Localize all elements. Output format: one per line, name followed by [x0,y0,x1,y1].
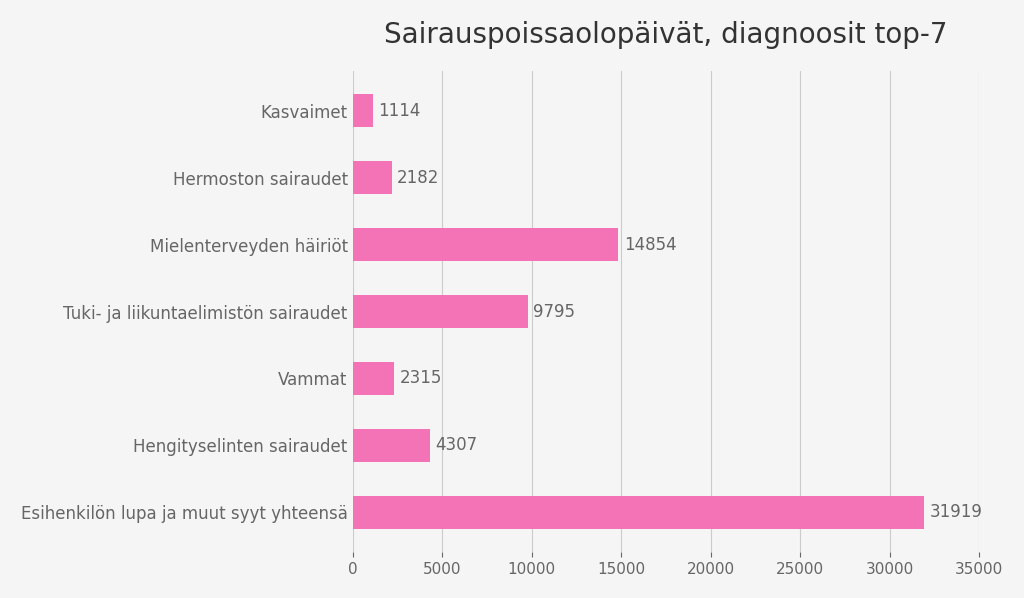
Text: 2315: 2315 [399,370,441,388]
Bar [352,496,924,529]
Text: 4307: 4307 [435,437,477,454]
Title: Sairauspoissaolopäivät, diagnoosit top-7: Sairauspoissaolopäivät, diagnoosit top-7 [384,21,947,49]
Bar [352,228,618,261]
Text: 9795: 9795 [534,303,575,321]
Text: 1114: 1114 [378,102,420,120]
Bar [352,94,373,127]
Text: 14854: 14854 [624,236,677,254]
Text: 2182: 2182 [397,169,439,187]
Text: 31919: 31919 [929,504,982,521]
Bar [352,429,430,462]
Bar [352,161,391,194]
Bar [352,362,394,395]
Bar [352,295,528,328]
